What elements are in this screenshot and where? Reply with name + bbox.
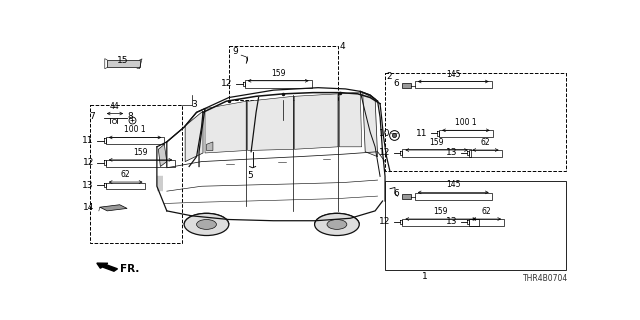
Polygon shape [363, 92, 378, 157]
Text: 12: 12 [221, 79, 233, 89]
Text: FR.: FR. [120, 264, 139, 274]
Circle shape [315, 213, 359, 236]
Bar [403, 149, 471, 157]
Circle shape [184, 213, 229, 236]
Text: 145: 145 [446, 180, 461, 189]
Text: 13: 13 [445, 148, 457, 157]
Text: 62: 62 [482, 207, 492, 216]
Text: THR4B0704: THR4B0704 [524, 274, 568, 283]
Polygon shape [100, 205, 127, 211]
Bar [106, 137, 164, 144]
Text: 159: 159 [133, 148, 148, 157]
Bar [403, 194, 412, 198]
Bar [403, 219, 479, 226]
Text: 6: 6 [393, 189, 399, 198]
Text: 11: 11 [416, 129, 428, 138]
Text: 145: 145 [446, 69, 461, 79]
Bar [106, 160, 175, 167]
Text: 1: 1 [422, 272, 428, 281]
Circle shape [327, 220, 347, 229]
Bar [106, 183, 145, 189]
Text: 100 1: 100 1 [124, 125, 146, 134]
Text: 7: 7 [89, 111, 95, 121]
Circle shape [196, 220, 216, 229]
Text: 4: 4 [340, 42, 346, 51]
Text: 12: 12 [83, 158, 94, 167]
Text: 159: 159 [271, 69, 285, 78]
FancyArrow shape [97, 263, 118, 271]
Bar [439, 130, 493, 137]
Text: 159: 159 [433, 207, 448, 216]
Text: 12: 12 [379, 218, 390, 227]
Text: 13: 13 [445, 218, 457, 227]
Bar [415, 193, 492, 200]
Polygon shape [185, 111, 203, 162]
Bar [244, 80, 312, 88]
Polygon shape [339, 92, 362, 147]
Polygon shape [294, 94, 338, 149]
Text: 9: 9 [232, 47, 237, 56]
Text: 44: 44 [110, 101, 120, 111]
Text: 2: 2 [387, 72, 392, 81]
Text: 10: 10 [378, 129, 390, 138]
Polygon shape [158, 144, 167, 166]
Bar [469, 219, 504, 226]
Bar [403, 83, 412, 88]
Bar [469, 150, 502, 157]
Text: 159: 159 [429, 138, 444, 147]
Text: 100 1: 100 1 [455, 118, 477, 127]
Polygon shape [207, 142, 213, 150]
Polygon shape [248, 96, 293, 150]
Bar [415, 81, 492, 88]
Text: 6: 6 [393, 79, 399, 89]
Polygon shape [205, 101, 246, 153]
Text: 3: 3 [191, 100, 197, 109]
Text: 8: 8 [127, 111, 133, 121]
Text: 14: 14 [83, 203, 94, 212]
Text: 12: 12 [379, 148, 390, 157]
Text: 13: 13 [83, 180, 94, 189]
Text: 15: 15 [117, 56, 129, 65]
Text: 11: 11 [83, 136, 94, 145]
Text: 62: 62 [481, 138, 490, 147]
Text: 62: 62 [121, 170, 131, 179]
Bar [108, 60, 140, 68]
Text: 5: 5 [247, 171, 253, 180]
